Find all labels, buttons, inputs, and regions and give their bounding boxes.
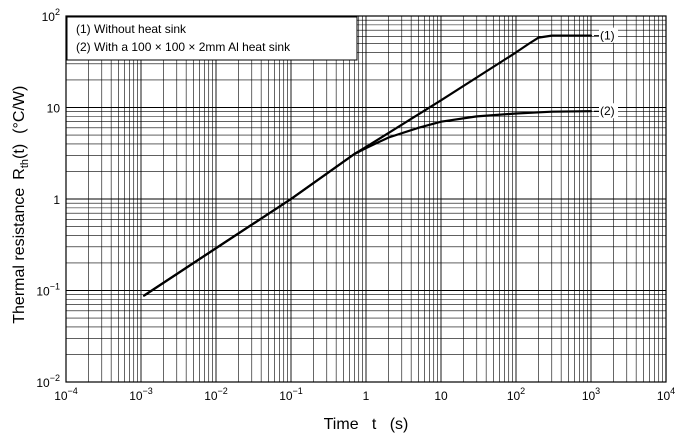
- series-2-label: (2): [600, 104, 615, 118]
- x-tick-label: 10−1: [279, 386, 303, 403]
- svg-text:Thermal resistanceRth(t)(°C/W): Thermal resistance Rth(t) (°C/W): [11, 63, 31, 354]
- y-axis-unit: (°C/W): [11, 86, 28, 134]
- legend-entry-1: (1) Without heat sink: [76, 22, 187, 36]
- x-tick-label: 102: [507, 386, 525, 403]
- plot-frame: [65, 15, 667, 383]
- x-tick-label: 10: [434, 389, 448, 403]
- series-1-line: [143, 34, 593, 297]
- x-tick-label: 1: [363, 389, 370, 403]
- series-1-label-bg: [599, 27, 618, 43]
- legend: (1) Without heat sink (2) With a 100 × 1…: [66, 16, 358, 61]
- x-tick-labels: 10−4 10−3 10−2 10−1 1 10 102 103 104: [54, 386, 675, 403]
- y-tick-label: 10−2: [36, 373, 60, 390]
- series-2-label-bg: [599, 103, 618, 119]
- x-tick-label: 104: [657, 386, 675, 403]
- y-axis-symbol: R: [11, 168, 28, 180]
- y-tick-label: 1: [53, 193, 60, 207]
- series-2-line: [143, 110, 593, 297]
- y-axis-subscript: th: [19, 159, 31, 168]
- y-axis-label-text: Thermal resistance: [11, 188, 28, 324]
- y-tick-labels: 10−2 10−1 1 10 102: [36, 7, 60, 390]
- x-tick-label: 10−2: [204, 386, 228, 403]
- legend-box: [66, 16, 358, 61]
- x-tick-label: 10−3: [129, 386, 153, 403]
- y-axis-title: Thermal resistance Rth(t) (°C/W): [11, 63, 31, 354]
- y-tick-label: 10−1: [36, 282, 60, 299]
- y-tick-label: 102: [42, 7, 60, 24]
- series-group: (1) (2): [143, 27, 618, 297]
- legend-entry-2: (2) With a 100 × 100 × 2mm Al heat sink: [76, 40, 291, 54]
- grid: [65, 16, 666, 383]
- x-tick-label: 10−4: [54, 386, 78, 403]
- y-axis-arg: (t): [11, 144, 28, 159]
- x-tick-label: 103: [582, 386, 600, 403]
- y-tick-label: 10: [47, 102, 61, 116]
- x-axis-title: Time t (s): [324, 416, 409, 433]
- series-1-label: (1): [600, 29, 615, 43]
